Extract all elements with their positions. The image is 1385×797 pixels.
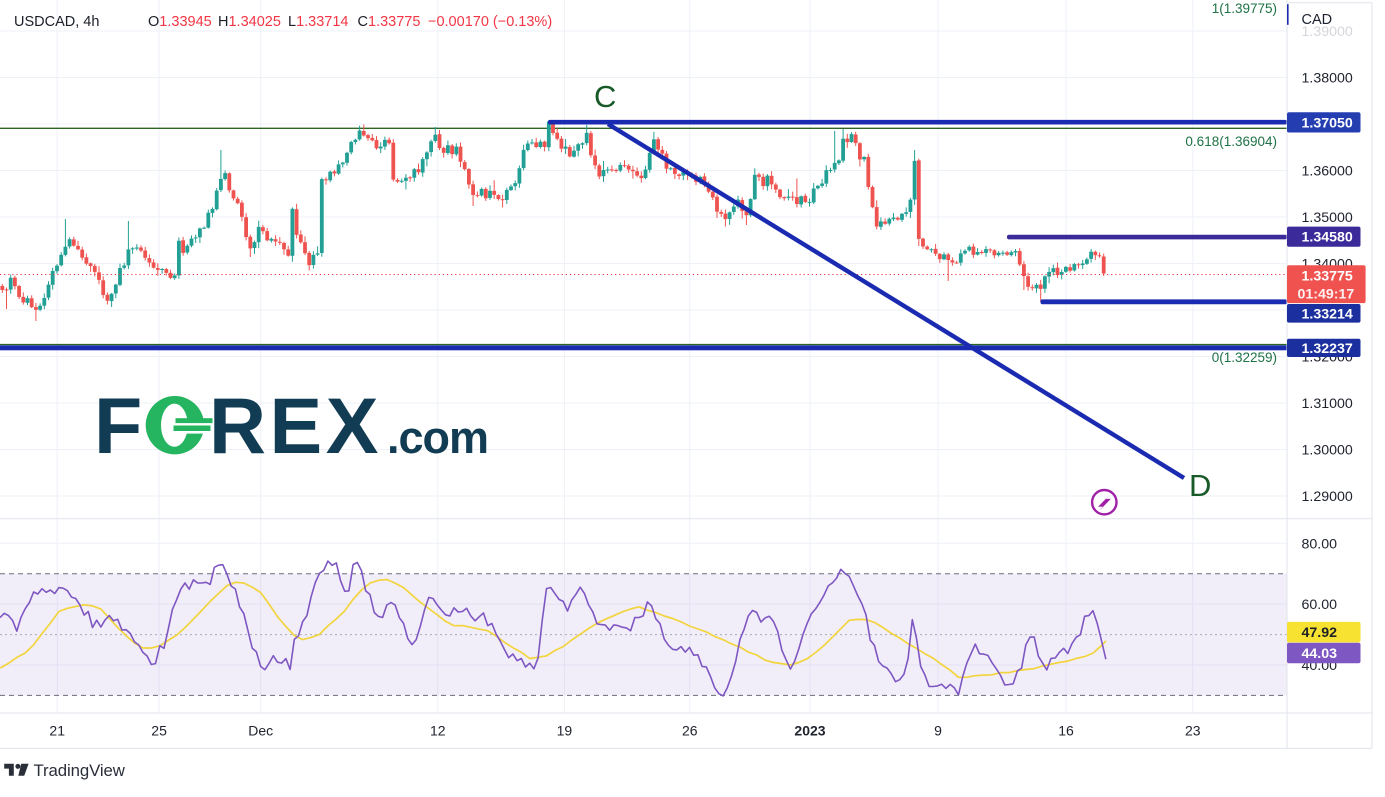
svg-text:TradingView: TradingView [34, 761, 126, 780]
svg-text:O1.33945: O1.33945 [148, 14, 212, 30]
svg-text:01:49:17: 01:49:17 [1298, 287, 1355, 303]
svg-text:C1.33775: C1.33775 [358, 14, 421, 30]
svg-text:H1.34025: H1.34025 [218, 14, 281, 30]
svg-text:25: 25 [151, 723, 167, 739]
svg-text:1.31000: 1.31000 [1302, 396, 1353, 412]
svg-text:1.34580: 1.34580 [1302, 230, 1353, 246]
svg-text:−0.00170 (−0.13%): −0.00170 (−0.13%) [428, 14, 552, 30]
svg-text:1(1.39775): 1(1.39775) [1212, 1, 1277, 16]
svg-text:F: F [94, 381, 142, 470]
svg-text:0(1.32259): 0(1.32259) [1212, 350, 1277, 365]
svg-text:USDCAD, 4h: USDCAD, 4h [14, 14, 99, 30]
svg-text:16: 16 [1058, 723, 1074, 739]
svg-text:1.29000: 1.29000 [1302, 489, 1353, 505]
svg-text:1.36000: 1.36000 [1302, 164, 1353, 180]
svg-text:0.618(1.36904): 0.618(1.36904) [1185, 134, 1277, 149]
svg-text:1.35000: 1.35000 [1302, 210, 1353, 226]
svg-text:47.92: 47.92 [1302, 625, 1338, 641]
svg-text:1.30000: 1.30000 [1302, 443, 1353, 459]
svg-text:23: 23 [1185, 723, 1201, 739]
svg-text:19: 19 [557, 723, 573, 739]
svg-text:26: 26 [682, 723, 698, 739]
svg-text:9: 9 [934, 723, 942, 739]
svg-text:.com: .com [387, 412, 488, 463]
svg-text:L1.33714: L1.33714 [288, 14, 349, 30]
svg-text:Dec: Dec [248, 723, 273, 739]
svg-text:12: 12 [430, 723, 446, 739]
svg-text:D: D [1189, 468, 1211, 503]
svg-text:21: 21 [49, 723, 65, 739]
svg-text:60.00: 60.00 [1302, 597, 1338, 613]
svg-text:CAD: CAD [1302, 12, 1333, 28]
svg-text:1.33214: 1.33214 [1302, 306, 1353, 322]
svg-text:1.32237: 1.32237 [1302, 341, 1353, 357]
svg-text:1.38000: 1.38000 [1302, 71, 1353, 87]
svg-text:2023: 2023 [794, 723, 825, 739]
svg-text:1.33775: 1.33775 [1302, 269, 1353, 285]
svg-text:REX: REX [209, 381, 382, 470]
svg-text:1.39000: 1.39000 [1302, 24, 1353, 40]
svg-text:C: C [594, 79, 616, 114]
svg-text:80.00: 80.00 [1302, 536, 1338, 552]
svg-text:1.37050: 1.37050 [1302, 115, 1353, 131]
svg-text:44.03: 44.03 [1302, 646, 1338, 662]
